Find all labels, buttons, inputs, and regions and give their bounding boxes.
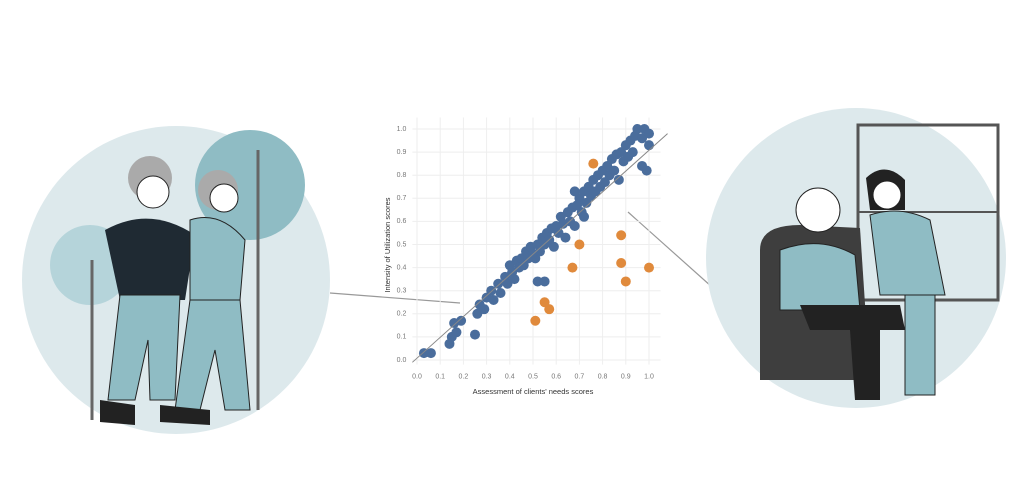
- scatter-point: [574, 239, 585, 250]
- y-tick-label: 0.8: [397, 172, 407, 179]
- x-tick-label: 0.4: [505, 373, 515, 380]
- scatter-point: [620, 276, 631, 287]
- scatter-point: [644, 140, 654, 151]
- scatter-point: [470, 329, 480, 340]
- scatter-point: [569, 221, 580, 232]
- x-tick-label: 0.6: [551, 373, 561, 380]
- x-tick-label: 0.1: [435, 373, 445, 380]
- scatter-point: [532, 276, 543, 287]
- walking-couple-illustration: [22, 126, 330, 434]
- x-tick-label: 0.2: [459, 373, 469, 380]
- scatter-point: [644, 262, 654, 273]
- scatter-point: [609, 165, 620, 176]
- scatter-point: [539, 276, 550, 287]
- scatter-point: [579, 211, 590, 222]
- scatter-point: [569, 186, 580, 197]
- scatter-point: [418, 348, 429, 359]
- x-tick-label: 0.8: [598, 373, 608, 380]
- scatter-point: [495, 288, 506, 299]
- scatter-point: [613, 174, 624, 185]
- scatter-point: [479, 304, 490, 315]
- scatter-point: [544, 304, 555, 315]
- y-tick-label: 0.2: [397, 311, 407, 318]
- x-tick-label: 0.7: [575, 373, 585, 380]
- scatter-point: [451, 327, 462, 338]
- y-tick-label: 0.5: [397, 241, 407, 248]
- y-tick-label: 0.7: [397, 195, 407, 202]
- y-tick-label: 1.0: [397, 126, 407, 133]
- caregiver-illustration: [706, 108, 1006, 408]
- connector: [329, 292, 461, 304]
- scatter-point: [567, 262, 578, 273]
- x-tick-label: 1.0: [644, 373, 654, 380]
- scatter-point: [632, 124, 643, 134]
- scatter-point: [588, 158, 599, 169]
- scatter-point: [509, 274, 520, 285]
- fit-line: [412, 133, 668, 363]
- x-tick-label: 0.9: [621, 373, 631, 380]
- x-tick-label: 0.5: [528, 373, 538, 380]
- scatter-point: [493, 278, 504, 289]
- y-tick-label: 0.3: [397, 288, 407, 295]
- scatter-point: [548, 241, 559, 252]
- y-tick-label: 0.9: [397, 149, 407, 156]
- y-tick-label: 0.0: [397, 357, 407, 364]
- connector: [627, 211, 713, 288]
- scatter-point: [637, 160, 648, 171]
- scatter-point: [627, 147, 638, 158]
- scatter-point: [644, 128, 654, 139]
- scatter-point: [456, 315, 467, 326]
- scatter-point: [488, 294, 499, 305]
- y-tick-label: 0.1: [397, 334, 407, 341]
- scatter-chart: Assessment of clients' needs scores Inte…: [383, 117, 668, 396]
- scatter-point: [560, 232, 571, 243]
- scatter-point: [530, 315, 541, 326]
- y-tick-label: 0.4: [397, 264, 407, 271]
- scatter-point: [616, 257, 627, 268]
- x-axis-label: Assessment of clients' needs scores: [473, 387, 594, 396]
- x-tick-label: 0.0: [412, 373, 422, 380]
- scatter-point: [425, 348, 436, 359]
- y-tick-label: 0.6: [397, 218, 407, 225]
- y-axis-label: Intensity of Utilization scores: [383, 197, 392, 292]
- scatter-point: [616, 230, 627, 241]
- x-tick-label: 0.3: [482, 373, 492, 380]
